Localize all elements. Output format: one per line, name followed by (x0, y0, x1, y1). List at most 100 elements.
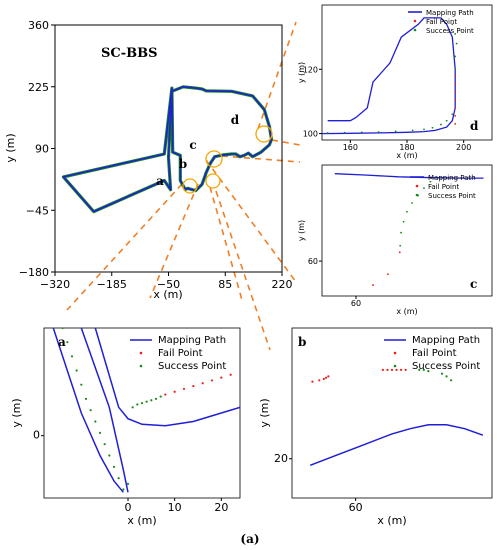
region-highlight-circle (205, 150, 223, 168)
inset-y-tick-label: 100 (303, 130, 318, 139)
inset-x-tick-label: 20 (214, 501, 228, 514)
success-point (75, 369, 78, 372)
inset-x-axis-label: x (m) (396, 151, 417, 160)
success-point (451, 113, 454, 116)
main-y-tick-label: 90 (35, 143, 49, 156)
fail-point (220, 376, 223, 379)
success-point (454, 33, 457, 35)
success-point (429, 180, 432, 183)
inset-x-tick-label: 60 (351, 299, 361, 308)
success-point (411, 129, 414, 132)
success-point (411, 202, 413, 204)
fail-point (322, 377, 325, 381)
legend-dot-swatch (139, 364, 143, 368)
fail-point (454, 114, 457, 117)
main-axis-ticks: −320 −185 −50 85 220 360 225 90 −45 −180 (19, 19, 293, 291)
zoom-guide-line (205, 159, 297, 283)
success-point (94, 420, 97, 423)
fail-point (390, 368, 394, 371)
region-label-c: c (189, 138, 196, 152)
legend-entry: Fail Point (158, 348, 203, 359)
zoom-guide-lines (66, 21, 301, 351)
fail-point (381, 368, 385, 371)
inset-x-tick-label: 60 (349, 501, 363, 514)
fail-point (454, 82, 457, 85)
inset-series-group (309, 368, 484, 466)
main-x-tick-label: −50 (157, 278, 180, 291)
success-point (454, 55, 457, 58)
fail-point (318, 379, 321, 382)
success-point (431, 126, 434, 129)
fail-point (201, 382, 204, 385)
region-highlight-circle (182, 178, 198, 194)
inset-x-tick-label: 180 (399, 143, 414, 152)
main-y-tick-label: 360 (28, 19, 49, 32)
fail-point (454, 106, 457, 109)
legend-dot-swatch (415, 193, 419, 197)
fail-point (311, 380, 314, 383)
main-trajectory-plot: SC-BBS x (m) y (m) −320 −185 −50 85 220 360 22… (4, 19, 293, 301)
success-point (117, 477, 120, 480)
inset-y-tick-label: 120 (303, 65, 318, 74)
fail-point (327, 375, 330, 378)
success-point (112, 465, 116, 468)
success-point (140, 401, 144, 405)
inset-x-tick-label: 0 (125, 501, 132, 514)
success-point (445, 375, 448, 378)
success-point (399, 244, 402, 247)
success-point (154, 397, 158, 400)
inset-mapping-path-line (327, 17, 453, 122)
success-point (103, 443, 106, 446)
success-point (454, 68, 457, 71)
success-point (131, 406, 134, 409)
inset-frame (321, 4, 493, 141)
inset-frame (291, 327, 493, 499)
success-point (402, 220, 405, 223)
legend-entry: Mapping Path (428, 174, 476, 182)
legend-entry: Fail Point (428, 183, 459, 191)
fail-point (210, 379, 214, 382)
inset-letter-label: d (470, 119, 479, 133)
success-point (84, 397, 88, 400)
fail-point (229, 373, 232, 376)
zoom-guide-line (271, 139, 301, 146)
inset-frame (43, 327, 241, 499)
inset-mapping-path-line (80, 328, 129, 493)
region-label-d: d (231, 113, 240, 127)
fail-point (173, 390, 176, 393)
fail-point (395, 368, 398, 371)
legend-entry: Success Point (428, 192, 476, 200)
main-y-axis-label: y (m) (4, 133, 17, 162)
legend-entry: Fail Point (412, 348, 457, 359)
inset-y-axis-label: y (m) (297, 62, 306, 83)
inset-y-tick-label: 0 (33, 429, 40, 442)
inset-mapping-path-line (309, 424, 484, 466)
inset-x-tick-label: 10 (168, 501, 182, 514)
inset-x-axis-label: x (m) (396, 307, 417, 316)
main-series-group (61, 85, 274, 214)
inset-d-plot: 160 180 200 100 120 x (m) y (m) Mapping PathFai… (297, 4, 493, 160)
success-point (400, 231, 402, 234)
fail-point (454, 74, 457, 77)
success-point (422, 368, 425, 371)
figure-caption: (a) (240, 532, 259, 546)
fail-point (398, 251, 401, 254)
legend-entry: Success Point (412, 361, 480, 372)
main-x-axis-label: x (m) (153, 288, 182, 301)
legend-dot-swatch (393, 351, 397, 355)
region-label-a: a (156, 174, 164, 188)
main-path-success-halo (61, 85, 274, 214)
inset-y-axis-label: y (m) (297, 220, 306, 241)
success-point (445, 119, 448, 122)
inset-b-plot: 60 20 x (m) y (m) Mapping Path Fail Point Succ… (258, 327, 493, 527)
main-x-tick-label: −185 (97, 278, 127, 291)
success-point (394, 130, 397, 133)
success-point (66, 341, 69, 344)
legend-entry: Success Point (158, 361, 226, 372)
success-point (136, 403, 139, 406)
legend-dot-swatch (139, 351, 143, 355)
region-label-b: b (179, 157, 187, 171)
